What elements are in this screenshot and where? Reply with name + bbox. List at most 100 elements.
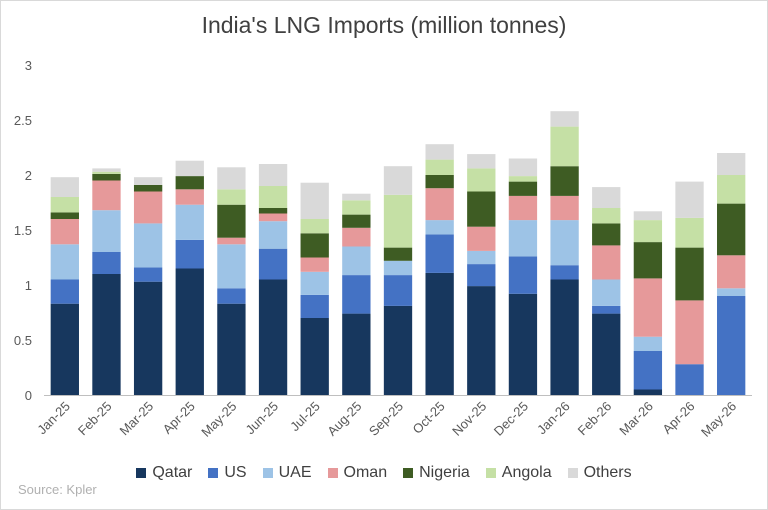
bar-segment-qatar — [508, 293, 538, 395]
bar-segment-oman — [300, 257, 329, 272]
bar-segment-us — [133, 267, 163, 282]
bar-segment-nigeria — [467, 191, 496, 227]
bar-segment-nigeria — [258, 208, 288, 214]
legend-item-uae: UAE — [262, 464, 312, 482]
bar-segment-us — [258, 248, 288, 280]
bar-segment-others — [175, 160, 204, 177]
bar-segment-uae — [258, 221, 288, 249]
bar-segment-oman — [550, 195, 579, 221]
legend-swatch — [485, 468, 496, 478]
bar-segment-uae — [717, 288, 746, 296]
bar-segment-nigeria — [300, 233, 329, 258]
x-tick-label: Jan-25 — [34, 399, 73, 438]
bar-segment-uae — [133, 223, 163, 268]
legend-swatch — [262, 468, 273, 478]
bar-segment-angola — [508, 176, 538, 182]
legend-label: Oman — [343, 464, 388, 481]
bar-segment-uae — [92, 210, 121, 252]
bar-segment-oman — [592, 245, 621, 280]
bar-segment-angola — [717, 175, 746, 204]
chart-legend: Qatar US UAE Oman Nigeria Angola Others — [0, 464, 768, 482]
legend-swatch — [403, 468, 414, 478]
x-tick-label: Apr-26 — [659, 399, 697, 437]
bar-segment-angola — [592, 208, 621, 224]
bar-segment-us — [300, 294, 329, 318]
bar-segment-uae — [383, 260, 413, 276]
bar-segment-nigeria — [175, 176, 204, 190]
x-tick-label: Apr-25 — [160, 399, 198, 437]
x-tick-label: Mar-26 — [616, 399, 656, 439]
bar-segment-uae — [633, 336, 663, 351]
x-tick-label: Jan-26 — [534, 399, 573, 438]
bar-segment-qatar — [550, 279, 579, 395]
bar-segment-nigeria — [92, 173, 121, 181]
bar-segment-others — [592, 187, 621, 208]
bar-segment-uae — [467, 250, 496, 265]
bar-segment-qatar — [217, 303, 246, 395]
bar-segment-angola — [675, 217, 704, 248]
bar-segment-others — [383, 166, 413, 195]
bar-segment-us — [592, 305, 621, 314]
x-tick-label: Sep-25 — [366, 399, 406, 439]
bar-segment-us — [50, 279, 79, 304]
legend-label: Others — [583, 464, 632, 481]
bar-segment-qatar — [342, 313, 371, 395]
bar-segment-us — [342, 275, 371, 314]
bar-segment-nigeria — [133, 184, 163, 192]
bar-segment-angola — [258, 186, 288, 208]
bar-segment-oman — [717, 255, 746, 289]
legend-swatch — [567, 468, 578, 478]
bar-segment-others — [467, 154, 496, 169]
legend-item-oman: Oman — [327, 464, 388, 482]
bar-segment-uae — [342, 246, 371, 276]
bar-segment-uae — [217, 244, 246, 289]
bar-segment-uae — [592, 279, 621, 306]
bar-segment-oman — [342, 227, 371, 247]
bar-segment-others — [133, 177, 163, 185]
y-tick-label: 2 — [25, 168, 32, 183]
bar-segment-us — [383, 275, 413, 306]
source-note: Source: Kpler — [18, 482, 97, 497]
bar-segment-others — [342, 193, 371, 201]
bar-segment-uae — [50, 244, 79, 280]
bar-segment-qatar — [592, 313, 621, 395]
bar-segment-oman — [675, 300, 704, 365]
bar-segment-angola — [467, 168, 496, 192]
bar-segment-others — [425, 144, 454, 160]
legend-item-nigeria: Nigeria — [403, 464, 470, 482]
bar-segment-oman — [508, 195, 538, 221]
bar-segment-uae — [425, 220, 454, 235]
bar-segment-angola — [633, 220, 663, 243]
x-tick-label: Feb-25 — [75, 399, 115, 439]
bar-segment-others — [217, 167, 246, 190]
x-tick-label: May-25 — [198, 399, 239, 440]
x-tick-label: Aug-25 — [324, 399, 364, 439]
x-tick-label: Jun-25 — [242, 399, 281, 438]
bar-segment-others — [633, 211, 663, 221]
x-tick-label: May-26 — [698, 399, 739, 440]
bar-segment-others — [92, 168, 121, 172]
legend-label: Qatar — [152, 464, 193, 481]
legend-item-others: Others — [567, 464, 632, 482]
bar-segment-nigeria — [675, 247, 704, 301]
bar-segment-oman — [633, 278, 663, 337]
bar-segment-angola — [217, 189, 246, 205]
bar-segment-angola — [425, 159, 454, 175]
bar-segment-others — [675, 181, 704, 218]
legend-label: Angola — [501, 464, 552, 481]
legend-item-us: US — [208, 464, 247, 482]
x-tick-label: Jul-25 — [287, 399, 323, 435]
x-tick-label: Dec-25 — [491, 399, 531, 439]
x-tick-label: Mar-25 — [117, 399, 157, 439]
y-tick-label: 1 — [25, 278, 32, 293]
bar-segment-angola — [50, 197, 79, 213]
chart-title: India's LNG Imports (million tonnes) — [201, 12, 567, 38]
bar-segment-us — [508, 256, 538, 294]
bar-segment-others — [258, 164, 288, 186]
bar-segment-others — [300, 182, 329, 219]
x-tick-label: Nov-25 — [449, 399, 489, 439]
bar-segment-qatar — [175, 268, 204, 395]
bar-segment-others — [508, 158, 538, 177]
legend-item-angola: Angola — [485, 464, 552, 482]
